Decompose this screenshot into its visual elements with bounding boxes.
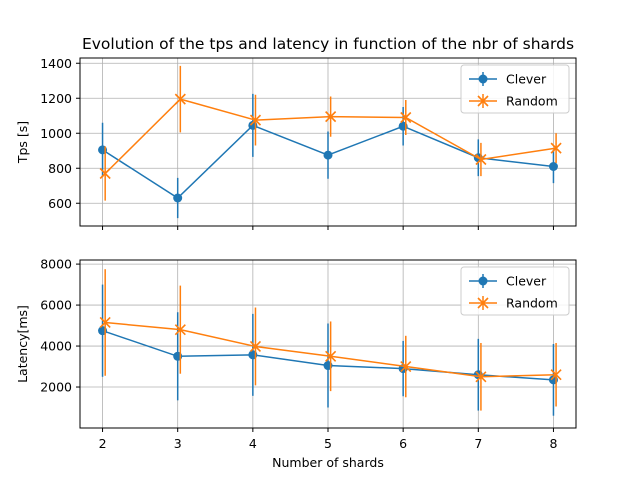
latency-y-tick-label: 6000 (40, 298, 72, 313)
latency-legend-clever-label: Clever (506, 274, 547, 289)
tps-y-tick-label: 800 (48, 161, 72, 176)
tps-clever-point (548, 162, 558, 171)
latency-y-tick-label: 8000 (40, 257, 72, 272)
tps-y-axis-label: Tps [s] (15, 121, 30, 164)
tps-y-tick-label: 1200 (40, 91, 72, 106)
latency-legend-random-marker (477, 297, 489, 309)
tps-y-tick-label: 600 (48, 196, 72, 211)
tps-legend-random-marker (477, 95, 489, 107)
latency-y-axis-label: Latency[ms] (15, 305, 30, 383)
tps-random-point (174, 93, 186, 105)
latency-random-point (475, 371, 487, 383)
latency-legend-clever-marker (478, 276, 488, 286)
latency-random-point (325, 350, 337, 362)
tps-random-point (475, 153, 487, 166)
latency-subplot: 2 3 4 5 6 7 8 2000 4000 6000 8000 Latency[ms] Numb… (15, 257, 577, 470)
x-tick-label: 8 (549, 436, 557, 451)
tps-random-point (249, 114, 262, 126)
x-tick-label: 5 (324, 436, 332, 451)
x-axis-label: Number of shards (272, 455, 384, 470)
x-tick-label: 6 (399, 436, 407, 451)
tps-clever-point (323, 150, 333, 160)
latency-random-point (174, 324, 186, 336)
x-tick-label: 7 (474, 436, 482, 451)
latency-random-point (249, 340, 262, 353)
latency-legend: Clever Random (460, 266, 570, 316)
x-tick-label: 4 (249, 436, 257, 451)
latency-random-point (550, 369, 562, 381)
latency-y-tick-label: 4000 (40, 339, 72, 354)
tps-legend-clever-marker (478, 74, 488, 84)
tps-random-point (400, 111, 412, 124)
tps-random-point (99, 167, 111, 180)
tps-y-tick-label: 1000 (40, 126, 72, 141)
tps-legend-random-label: Random (506, 94, 558, 109)
latency-y-tick-label: 2000 (40, 380, 72, 395)
x-tick-label: 3 (174, 436, 182, 451)
tps-legend-clever-label: Clever (506, 72, 547, 87)
tps-random-point (325, 111, 337, 123)
tps-y-tick-label: 1400 (40, 56, 72, 71)
tps-clever-point (173, 193, 183, 203)
latency-legend-random-label: Random (506, 296, 558, 311)
tps-legend: Clever Random (460, 64, 570, 114)
tps-subplot: 600 800 1000 1200 1400 Tps [s] Clever Random (15, 56, 577, 230)
x-tick-label: 2 (99, 436, 107, 451)
tps-random-point (550, 142, 562, 154)
chart-title: Evolution of the tps and latency in func… (82, 35, 574, 53)
latency-random-point (400, 360, 412, 373)
latency-random-point (99, 316, 111, 329)
